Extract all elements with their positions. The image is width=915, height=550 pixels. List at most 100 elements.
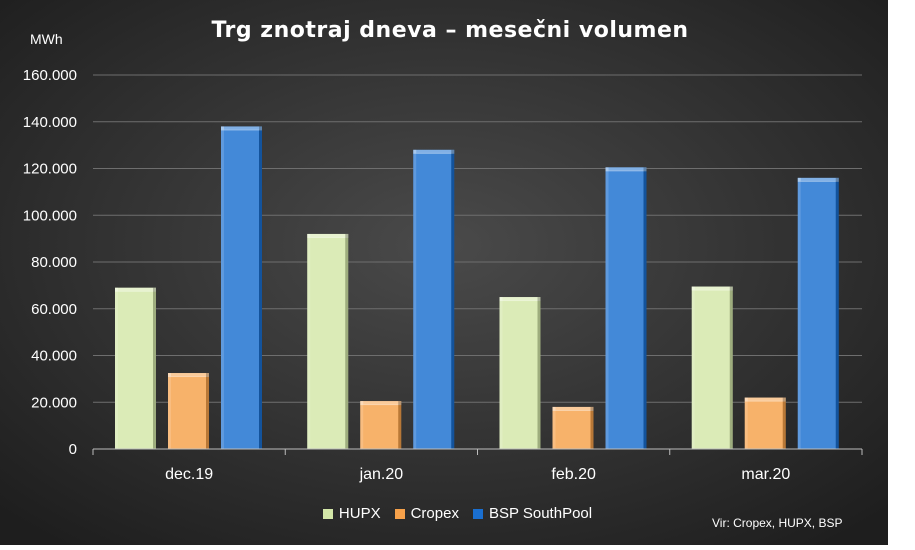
- legend-swatch-bsp-southpool: [472, 508, 483, 519]
- bar-bsp-southpool-mar-20: [797, 177, 839, 449]
- bar-top-bevel: [552, 406, 594, 411]
- chart-legend: HUPX Cropex BSP SouthPool: [0, 505, 915, 522]
- bar-top-bevel: [360, 401, 402, 406]
- bar-body: [221, 126, 262, 450]
- bar-hupx-feb-20: [499, 297, 541, 449]
- bar-bevel-highlight: [363, 404, 399, 449]
- legend-item-cropex: Cropex: [394, 505, 459, 522]
- bar-cropex-feb-20: [552, 406, 594, 449]
- bar-body: [797, 177, 839, 449]
- bar-bsp-southpool-dec-19: [221, 126, 262, 450]
- bar-top-bevel: [744, 397, 786, 402]
- bar-body: [499, 297, 541, 449]
- x-tick-labels: dec.19 jan.20 feb.20 mar.20: [165, 466, 790, 483]
- bar-right-bevel: [835, 177, 839, 449]
- bar-bevel-highlight: [416, 152, 452, 450]
- chart-title: Trg znotraj dneva – mesečni volumen: [211, 18, 689, 43]
- bar-top-bevel: [168, 373, 209, 378]
- bar-left-bevel: [360, 401, 364, 449]
- bar-right-bevel: [643, 167, 647, 450]
- bar-body: [744, 397, 786, 449]
- x-tick-label: feb.20: [551, 466, 596, 483]
- bar-cropex-mar-20: [744, 397, 786, 449]
- bar-left-bevel: [413, 149, 417, 450]
- legend-label-hupx: HUPX: [338, 505, 381, 522]
- bar-left-bevel: [168, 373, 171, 449]
- bar-body: [552, 406, 594, 449]
- bar-hupx-mar-20: [691, 286, 733, 449]
- x-tick-label: mar.20: [741, 466, 790, 483]
- bar-hupx-dec-19: [115, 287, 156, 449]
- bar-left-bevel: [221, 126, 224, 450]
- bar-left-bevel: [307, 233, 311, 449]
- bar-left-bevel: [691, 286, 695, 449]
- bar-right-bevel: [153, 287, 156, 449]
- bar-right-bevel: [782, 397, 786, 449]
- bar-right-bevel: [398, 401, 402, 449]
- bar-bevel-highlight: [747, 400, 783, 449]
- bar-bevel-highlight: [800, 180, 836, 449]
- bar-body: [115, 287, 156, 449]
- bar-body: [605, 167, 647, 450]
- bar-top-bevel: [115, 287, 156, 292]
- bar-right-bevel: [537, 297, 541, 449]
- bar-bevel-highlight: [694, 289, 730, 449]
- x-tick-label: dec.19: [165, 466, 213, 483]
- source-note: Vir: Cropex, HUPX, BSP: [712, 516, 843, 530]
- bar-left-bevel: [115, 287, 118, 449]
- bar-left-bevel: [499, 297, 503, 449]
- bar-top-bevel: [605, 167, 647, 172]
- bar-body: [413, 149, 455, 450]
- y-tick-label: 80.000: [31, 254, 77, 271]
- y-tick-label: 0: [69, 441, 77, 458]
- legend-swatch-hupx: [322, 508, 333, 519]
- bar-left-bevel: [797, 177, 801, 449]
- x-tick-label: jan.20: [359, 466, 404, 483]
- bar-bevel-highlight: [502, 300, 538, 449]
- bar-hupx-jan-20: [307, 233, 349, 449]
- bar-bsp-southpool-feb-20: [605, 167, 647, 450]
- y-tick-label: 100.000: [23, 207, 77, 224]
- y-tick-label: 120.000: [23, 161, 77, 178]
- legend-label-bsp-southpool: BSP SouthPool: [488, 505, 593, 522]
- legend-item-bsp-southpool: BSP SouthPool: [472, 505, 593, 522]
- bar-bevel-highlight: [171, 376, 206, 449]
- bar-top-bevel: [221, 126, 262, 131]
- bar-right-bevel: [206, 373, 209, 449]
- bar-right-bevel: [345, 233, 349, 449]
- y-tick-label: 20.000: [31, 394, 77, 411]
- bar-top-bevel: [413, 149, 455, 154]
- bar-right-bevel: [729, 286, 733, 449]
- bar-bevel-highlight: [608, 170, 644, 450]
- bar-cropex-jan-20: [360, 401, 402, 449]
- legend-item-hupx: HUPX: [322, 505, 381, 522]
- y-tick-label: 40.000: [31, 348, 77, 365]
- bar-right-bevel: [590, 406, 594, 449]
- bars: [115, 126, 839, 450]
- bar-bsp-southpool-jan-20: [413, 149, 455, 450]
- bar-bevel-highlight: [555, 409, 591, 449]
- legend-swatch-cropex: [394, 508, 405, 519]
- bar-body: [168, 373, 209, 449]
- bar-bevel-highlight: [118, 290, 153, 449]
- bar-bevel-highlight: [310, 236, 346, 449]
- bar-right-bevel: [451, 149, 455, 450]
- bar-top-bevel: [691, 286, 733, 291]
- y-tick-label: 160.000: [23, 67, 77, 84]
- bar-body: [691, 286, 733, 449]
- bar-top-bevel: [797, 177, 839, 182]
- bar-right-bevel: [259, 126, 262, 450]
- bar-top-bevel: [499, 297, 541, 302]
- bar-left-bevel: [605, 167, 609, 450]
- bar-bevel-highlight: [224, 129, 259, 450]
- y-tick-label: 140.000: [23, 114, 77, 131]
- bar-body: [360, 401, 402, 449]
- x-axis: [92, 448, 863, 455]
- bar-left-bevel: [552, 406, 556, 449]
- bar-left-bevel: [744, 397, 748, 449]
- legend-label-cropex: Cropex: [410, 505, 459, 522]
- bar-cropex-dec-19: [168, 373, 209, 449]
- bar-body: [307, 233, 349, 449]
